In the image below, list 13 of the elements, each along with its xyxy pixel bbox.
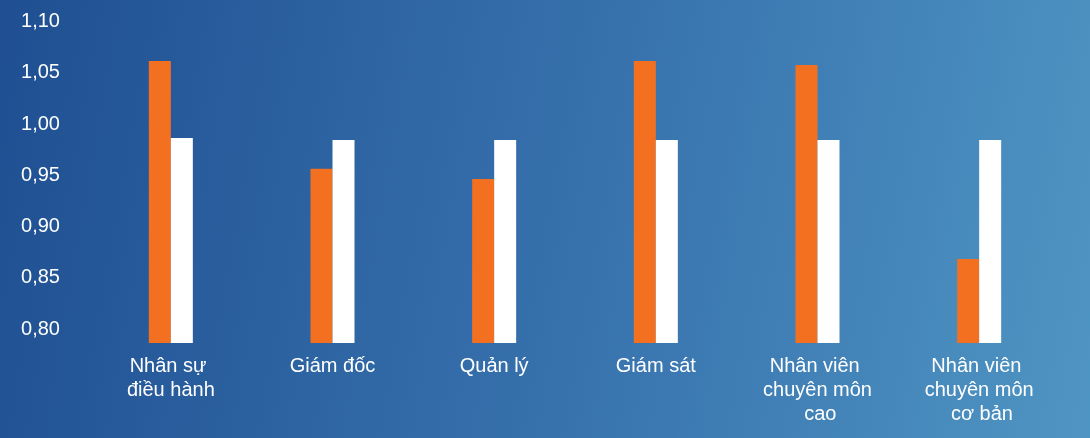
y-tick-label: 0,90: [21, 214, 60, 237]
y-tick-label: 1,00: [21, 111, 60, 134]
y-tick-label: 1,10: [21, 9, 60, 31]
y-tick-label: 0,95: [21, 162, 60, 185]
y-tick-label: 0,80: [21, 316, 60, 339]
y-tick-label: 0,85: [21, 265, 60, 288]
x-tick-label: Nhân viên chuyên môn cao: [763, 354, 872, 424]
x-tick-label: Giám đốc: [289, 354, 376, 376]
y-tick-label: 1,05: [21, 60, 60, 83]
x-tick-label: Giám sát: [615, 354, 697, 376]
x-tick-label: Quản lý: [459, 354, 529, 376]
x-tick-label: Nhân sự điều hành: [126, 354, 215, 400]
x-tick-label: Nhân viên chuyên môn cơ bản: [924, 354, 1034, 424]
